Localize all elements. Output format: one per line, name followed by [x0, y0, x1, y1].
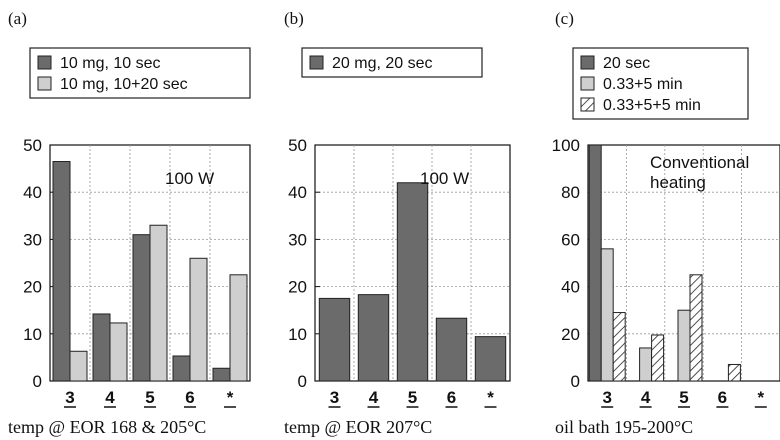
bar: [639, 347, 653, 382]
x-tick-label: 4: [369, 388, 379, 407]
bar: [474, 336, 507, 382]
legend-label: 0.33+5+5 min: [603, 97, 701, 114]
bar: [149, 224, 168, 382]
y-tick-label: 20: [561, 325, 580, 344]
y-tick-label: 0: [571, 372, 580, 391]
x-tick-label: 6: [718, 388, 727, 407]
x-tick-label: 5: [408, 388, 417, 407]
bar: [109, 322, 128, 382]
legend-label: 20 mg, 20 sec: [332, 55, 433, 72]
y-tick-label: 0: [33, 372, 42, 391]
bar: [172, 355, 191, 382]
bar: [92, 313, 111, 382]
bar: [52, 161, 71, 382]
caption: temp @ EOR 207°C: [284, 417, 432, 437]
panel-label: (a): [8, 9, 27, 28]
y-tick-label: 40: [288, 183, 307, 202]
legend-label: 0.33+5 min: [603, 76, 683, 93]
bar: [229, 274, 248, 382]
y-tick-label: 100: [552, 136, 580, 155]
y-tick-label: 50: [288, 136, 307, 155]
legend-label: 10 mg, 10+20 sec: [60, 76, 188, 93]
legend-swatch: [37, 55, 52, 70]
x-tick-label: 3: [330, 388, 339, 407]
y-tick-label: 30: [288, 230, 307, 249]
y-tick-label: 30: [23, 230, 42, 249]
bar: [651, 334, 665, 382]
chart-panel-2: (b) 20 mg, 20 sec 0 10 20 30 40 50 3 4 5 6 * 100 W tem…: [284, 9, 511, 437]
legend-swatch: [37, 76, 52, 91]
bar: [727, 363, 741, 382]
x-tick-label: 3: [65, 388, 74, 407]
annotation: 100 W: [420, 169, 469, 188]
x-tick-label: 3: [602, 388, 611, 407]
bar: [396, 182, 429, 382]
y-tick-label: 0: [298, 372, 307, 391]
bar: [69, 350, 88, 382]
bar: [189, 257, 208, 382]
y-tick-label: 60: [561, 230, 580, 249]
bar: [318, 297, 351, 382]
y-tick-label: 20: [288, 278, 307, 297]
legend-swatch: [309, 55, 324, 70]
panel-label: (c): [555, 9, 574, 28]
legend-label: 20 sec: [603, 55, 650, 72]
x-tick-label: 6: [185, 388, 194, 407]
chart-panel-3: (c) 20 sec 0.33+5 min 0.33+5+5 min 0 20 40 60 80…: [552, 9, 780, 437]
y-tick-label: 50: [23, 136, 42, 155]
x-tick-label: 4: [105, 388, 115, 407]
x-tick-label: *: [757, 388, 764, 407]
x-tick-label: 4: [641, 388, 651, 407]
legend-box: [301, 47, 483, 78]
y-tick-label: 80: [561, 183, 580, 202]
bar: [588, 144, 602, 382]
y-tick-label: 10: [23, 325, 42, 344]
legend-swatch: [580, 97, 595, 112]
x-tick-label: 5: [679, 388, 688, 407]
x-tick-label: 5: [145, 388, 154, 407]
bar: [132, 234, 151, 382]
bar: [689, 274, 703, 382]
bar: [212, 367, 231, 382]
legend-swatch: [580, 55, 595, 70]
chart-panel-1: (a) 10 mg, 10 sec 10 mg, 10+20 sec 0 10 20 30 4…: [8, 9, 251, 437]
annotation: Conventional heating: [650, 153, 749, 192]
annotation: 100 W: [165, 169, 214, 188]
bar: [357, 294, 390, 382]
x-tick-label: *: [487, 388, 494, 407]
bar: [600, 248, 614, 382]
caption: temp @ EOR 168 & 205°C: [8, 417, 206, 437]
bar: [612, 312, 626, 382]
legend-box: [29, 47, 251, 99]
caption: oil bath 195-200°C: [555, 417, 693, 437]
y-tick-label: 20: [23, 278, 42, 297]
x-tick-label: 6: [447, 388, 456, 407]
y-tick-label: 40: [23, 183, 42, 202]
y-tick-label: 40: [561, 278, 580, 297]
bar: [677, 309, 691, 382]
y-tick-label: 10: [288, 325, 307, 344]
bar: [435, 317, 468, 382]
legend-box: [572, 47, 749, 120]
panel-label: (b): [284, 9, 304, 28]
legend-label: 10 mg, 10 sec: [60, 55, 161, 72]
x-tick-label: *: [227, 388, 234, 407]
legend-swatch: [580, 76, 595, 91]
